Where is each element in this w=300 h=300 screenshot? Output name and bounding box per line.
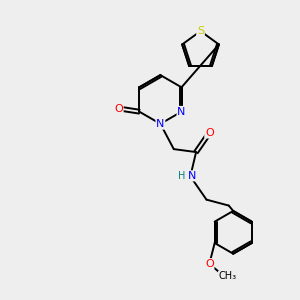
Text: H: H [178,171,185,181]
Text: N: N [188,171,196,181]
Text: O: O [205,128,214,138]
Text: O: O [114,104,123,114]
Text: O: O [205,259,214,269]
Text: N: N [156,119,165,129]
Text: S: S [197,26,204,36]
Text: CH₃: CH₃ [219,271,237,281]
Text: N: N [177,107,186,117]
